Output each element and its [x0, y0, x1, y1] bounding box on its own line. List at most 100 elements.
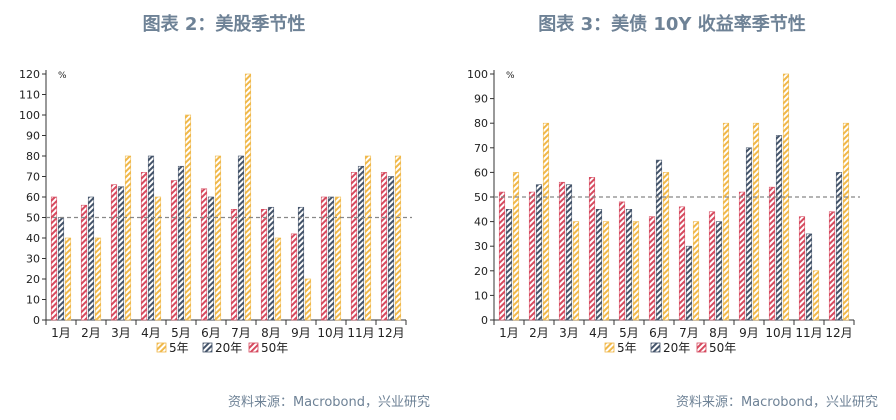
y-tick-label: 40 — [474, 216, 488, 229]
source-note: 资料来源：Macrobond，兴业研究 — [675, 395, 878, 410]
x-tick-label: 6月 — [649, 326, 669, 340]
bar-50年-1月 — [50, 196, 58, 321]
x-tick-label: 3月 — [111, 326, 131, 340]
bar-50年-2月 — [80, 204, 88, 321]
bar-20年-11月 — [805, 233, 813, 321]
bar-50年-8月 — [708, 211, 716, 321]
chart-panel-us-equity: 图表 2：美股季节性 0 10 20 30 40 50 60 70 80 90 100 110 120%… — [19, 14, 430, 410]
x-tick-label: 3月 — [559, 326, 579, 340]
bar-50年-11月 — [350, 172, 358, 321]
y-tick-label: 90 — [26, 130, 40, 143]
y-tick-label: 60 — [26, 191, 40, 204]
y-tick-label: 40 — [26, 232, 40, 245]
bar-5年-1月 — [64, 237, 72, 321]
x-tick-label: 7月 — [679, 326, 699, 340]
x-tick-label: 12月 — [377, 326, 404, 340]
bar-5年-7月 — [244, 73, 252, 321]
legend-label: 50年 — [261, 341, 288, 355]
legend-label: 5年 — [169, 341, 189, 355]
y-tick-label: 30 — [474, 240, 488, 253]
x-tick-label: 5月 — [171, 326, 191, 340]
bar-5年-5月 — [632, 221, 640, 321]
x-tick-label: 1月 — [51, 326, 71, 340]
y-unit-label: % — [506, 71, 515, 81]
bar-20年-5月 — [625, 209, 633, 321]
bar-50年-6月 — [648, 216, 656, 321]
bar-20年-2月 — [87, 196, 95, 321]
bar-50年-3月 — [558, 181, 566, 321]
bar-50年-5月 — [170, 180, 178, 321]
bar-5年-8月 — [274, 237, 282, 321]
x-tick-label: 2月 — [529, 326, 549, 340]
bar-20年-7月 — [685, 245, 693, 321]
bar-5年-4月 — [602, 221, 610, 321]
bar-20年-2月 — [535, 184, 543, 321]
bar-20年-4月 — [595, 209, 603, 321]
y-tick-label: 110 — [19, 89, 40, 102]
legend-label: 20年 — [663, 341, 690, 355]
chart-title: 图表 2：美股季节性 — [142, 14, 306, 35]
bar-5年-9月 — [752, 122, 760, 321]
bar-5年-7月 — [692, 221, 700, 321]
source-note: 资料来源：Macrobond，兴业研究 — [227, 395, 430, 410]
bar-50年-10月 — [768, 186, 776, 321]
bar-50年-1月 — [498, 191, 506, 321]
y-tick-label: 100 — [19, 109, 40, 122]
bar-20年-11月 — [357, 165, 365, 321]
x-tick-label: 9月 — [291, 326, 311, 340]
chart-us-10y-yield-seasonality: 0 10 20 30 40 50 60 70 80 90 100 % 1月 2月 3月 4月 5月 6月 7月 8月 9… — [467, 68, 860, 355]
bar-5年-9月 — [304, 278, 312, 321]
x-tick-label: 6月 — [201, 326, 221, 340]
bar-50年-11月 — [798, 216, 806, 321]
bar-50年-5月 — [618, 201, 626, 321]
x-tick-label: 12月 — [825, 326, 852, 340]
bar-20年-3月 — [565, 184, 573, 321]
bar-20年-8月 — [267, 206, 275, 321]
bar-20年-1月 — [57, 217, 65, 321]
y-tick-label: 30 — [26, 253, 40, 266]
bar-50年-6月 — [200, 188, 208, 321]
y-tick-label: 50 — [26, 212, 40, 225]
y-tick-label: 50 — [474, 191, 488, 204]
bar-5年-6月 — [662, 172, 670, 321]
bar-5年-4月 — [154, 196, 162, 321]
y-unit-label: % — [58, 71, 67, 81]
bar-5年-3月 — [572, 221, 580, 321]
y-tick-label: 0 — [33, 314, 40, 327]
chart-title: 图表 3：美债 10Y 收益率季节性 — [538, 14, 806, 35]
bar-20年-12月 — [387, 176, 395, 321]
bar-20年-6月 — [207, 196, 215, 321]
bar-50年-4月 — [588, 177, 596, 321]
bar-5年-8月 — [722, 122, 730, 321]
bar-50年-12月 — [380, 172, 388, 321]
y-tick-label: 70 — [26, 171, 40, 184]
bar-20年-5月 — [177, 165, 185, 321]
x-tick-label: 10月 — [765, 326, 792, 340]
x-tick-label: 2月 — [81, 326, 101, 340]
chart-panel-us-10y-yield: 图表 3：美债 10Y 收益率季节性 0 10 20 30 40 50 60 70 80 90 10… — [448, 0, 896, 420]
x-tick-label: 10月 — [317, 326, 344, 340]
x-tick-label: 9月 — [739, 326, 759, 340]
x-tick-label: 8月 — [709, 326, 729, 340]
bar-50年-3月 — [110, 184, 118, 321]
legend-label: 50年 — [709, 341, 736, 355]
bar-20年-12月 — [835, 172, 843, 321]
bar-20年-3月 — [117, 186, 125, 321]
y-tick-label: 20 — [26, 273, 40, 286]
y-tick-label: 120 — [19, 68, 40, 81]
y-tick-label: 80 — [474, 117, 488, 130]
y-tick-label: 80 — [26, 150, 40, 163]
legend-label: 20年 — [215, 341, 242, 355]
bar-20年-10月 — [327, 196, 335, 321]
y-tick-label: 60 — [474, 166, 488, 179]
bar-20年-9月 — [297, 206, 305, 321]
bar-50年-9月 — [290, 233, 298, 321]
x-tick-label: 11月 — [795, 326, 822, 340]
y-tick-label: 10 — [26, 294, 40, 307]
legend-swatch — [650, 342, 661, 353]
x-tick-label: 7月 — [231, 326, 251, 340]
x-tick-label: 5月 — [619, 326, 639, 340]
bar-5年-6月 — [214, 155, 222, 321]
bar-20年-6月 — [655, 159, 663, 321]
bar-20年-10月 — [775, 135, 783, 321]
